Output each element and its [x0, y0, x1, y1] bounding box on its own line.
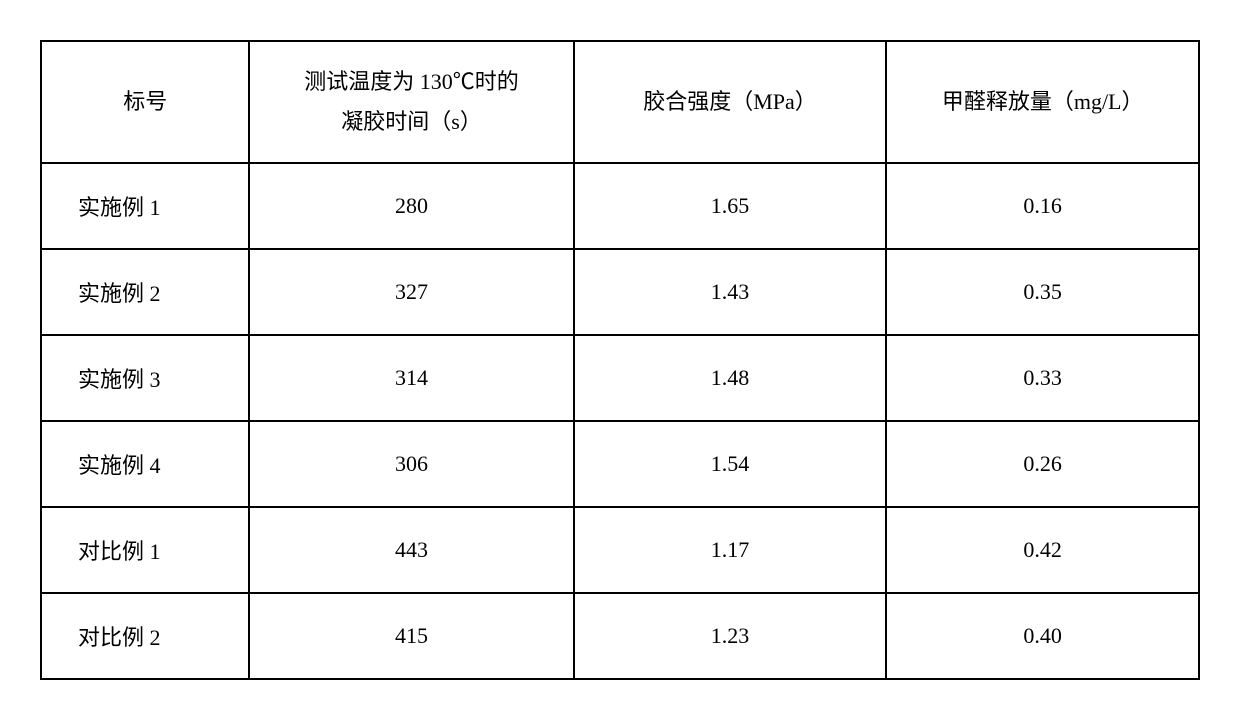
cell-bond-strength: 1.48 [574, 335, 887, 421]
cell-label: 对比例 2 [41, 593, 249, 679]
cell-gel-time: 314 [249, 335, 573, 421]
table-header-row: 标号 测试温度为 130℃时的 凝胶时间（s） 胶合强度（MPa） 甲醛释放量（… [41, 41, 1199, 163]
cell-bond-strength: 1.17 [574, 507, 887, 593]
table-row: 实施例 4 306 1.54 0.26 [41, 421, 1199, 507]
table-row: 对比例 1 443 1.17 0.42 [41, 507, 1199, 593]
header-bond-strength: 胶合强度（MPa） [574, 41, 887, 163]
header-formaldehyde: 甲醛释放量（mg/L） [886, 41, 1199, 163]
cell-bond-strength: 1.54 [574, 421, 887, 507]
cell-formaldehyde: 0.26 [886, 421, 1199, 507]
cell-formaldehyde: 0.33 [886, 335, 1199, 421]
header-gel-time-line2: 凝胶时间（s） [341, 109, 482, 134]
cell-gel-time: 415 [249, 593, 573, 679]
cell-bond-strength: 1.23 [574, 593, 887, 679]
cell-formaldehyde: 0.16 [886, 163, 1199, 249]
cell-formaldehyde: 0.40 [886, 593, 1199, 679]
cell-formaldehyde: 0.42 [886, 507, 1199, 593]
table-body: 实施例 1 280 1.65 0.16 实施例 2 327 1.43 0.35 … [41, 163, 1199, 679]
header-gel-time: 测试温度为 130℃时的 凝胶时间（s） [249, 41, 573, 163]
header-gel-time-line1: 测试温度为 130℃时的 [304, 69, 519, 94]
cell-gel-time: 443 [249, 507, 573, 593]
data-table: 标号 测试温度为 130℃时的 凝胶时间（s） 胶合强度（MPa） 甲醛释放量（… [40, 40, 1200, 680]
cell-bond-strength: 1.43 [574, 249, 887, 335]
cell-label: 实施例 4 [41, 421, 249, 507]
cell-bond-strength: 1.65 [574, 163, 887, 249]
cell-gel-time: 327 [249, 249, 573, 335]
cell-label: 对比例 1 [41, 507, 249, 593]
table-row: 实施例 3 314 1.48 0.33 [41, 335, 1199, 421]
cell-gel-time: 306 [249, 421, 573, 507]
cell-formaldehyde: 0.35 [886, 249, 1199, 335]
table-row: 实施例 1 280 1.65 0.16 [41, 163, 1199, 249]
cell-label: 实施例 2 [41, 249, 249, 335]
cell-gel-time: 280 [249, 163, 573, 249]
header-label: 标号 [41, 41, 249, 163]
table-row: 实施例 2 327 1.43 0.35 [41, 249, 1199, 335]
cell-label: 实施例 1 [41, 163, 249, 249]
cell-label: 实施例 3 [41, 335, 249, 421]
table-row: 对比例 2 415 1.23 0.40 [41, 593, 1199, 679]
